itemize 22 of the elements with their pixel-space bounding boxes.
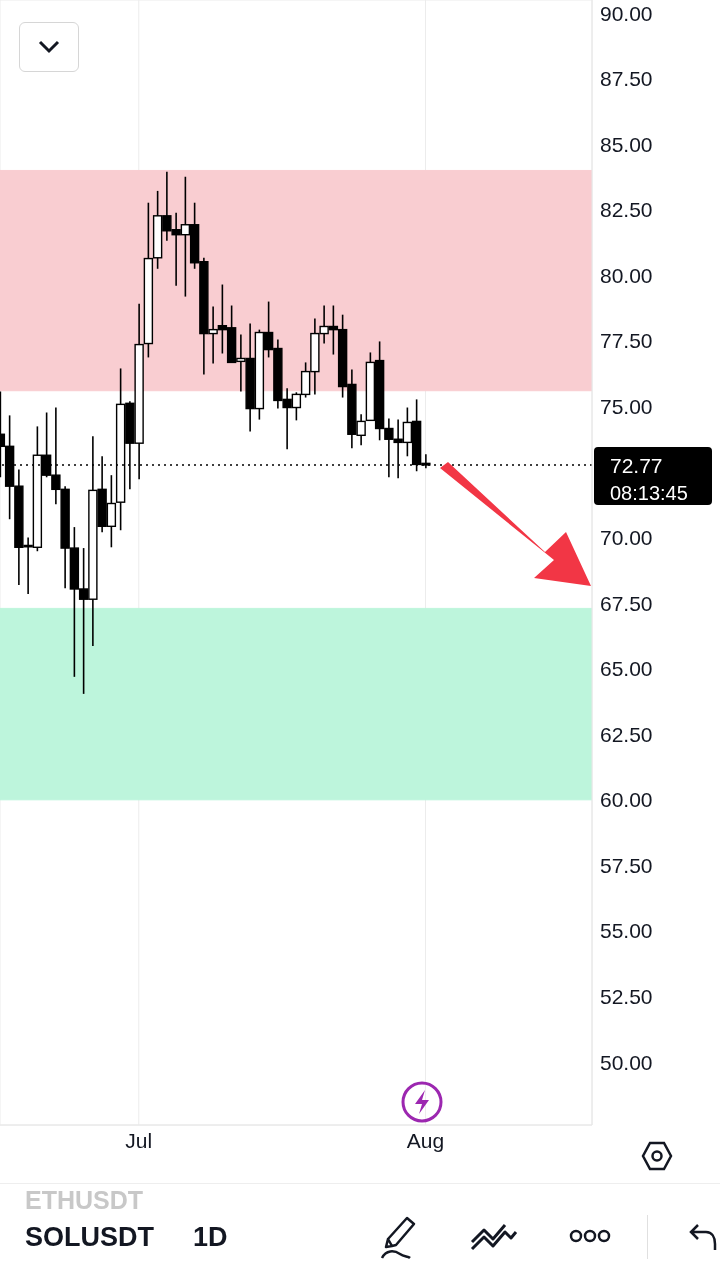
y-tick-label: 55.00 bbox=[600, 919, 653, 943]
y-tick-label: 70.00 bbox=[600, 526, 653, 550]
y-tick-label: 85.00 bbox=[600, 132, 653, 156]
y-tick-label: 57.50 bbox=[600, 853, 653, 877]
y-tick-label: 82.50 bbox=[600, 198, 653, 222]
text: SOLUSDT bbox=[25, 1222, 155, 1253]
text: 1D bbox=[193, 1222, 228, 1253]
y-tick-label: 60.00 bbox=[600, 788, 653, 812]
y-tick-label: 52.50 bbox=[600, 984, 653, 1008]
y-tick-label: 75.00 bbox=[600, 394, 653, 418]
y-tick-label: 65.00 bbox=[600, 657, 653, 681]
ref-line-label: 72.77 bbox=[610, 453, 663, 477]
y-tick-label: 80.00 bbox=[600, 263, 653, 287]
y-tick-label: 62.50 bbox=[600, 722, 653, 746]
x-tick-label: Jul bbox=[125, 1128, 153, 1152]
x-tick-label: Aug bbox=[406, 1128, 445, 1152]
y-tick-label: 77.50 bbox=[600, 329, 653, 353]
y-tick-label: 87.50 bbox=[600, 67, 653, 91]
y-tick-label: 67.50 bbox=[600, 591, 653, 615]
text: 08:13:45 bbox=[610, 481, 688, 504]
y-tick-label: 90.00 bbox=[600, 1, 653, 25]
y-tick-label: 50.00 bbox=[600, 1050, 653, 1074]
